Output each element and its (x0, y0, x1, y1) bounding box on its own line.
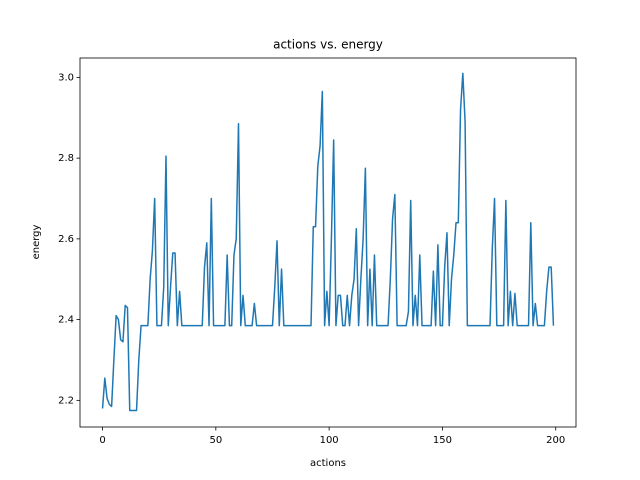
data-line (101, 72, 555, 412)
plot-frame (79, 57, 577, 428)
y-tick-label: 2.4 (58, 315, 74, 326)
x-tick-label: 150 (433, 435, 452, 446)
y-tick-label: 2.6 (58, 234, 74, 245)
y-axis-label: energy (31, 224, 42, 259)
chart-title: actions vs. energy (273, 38, 383, 52)
x-tick-label: 0 (99, 435, 105, 446)
x-tick-label: 200 (546, 435, 565, 446)
x-tick-label: 50 (209, 435, 222, 446)
x-axis-label: actions (310, 458, 346, 469)
x-tick-label: 100 (320, 435, 339, 446)
y-tick-label: 3.0 (58, 72, 74, 83)
y-tick-label: 2.2 (58, 395, 74, 406)
y-tick-label: 2.8 (58, 153, 74, 164)
